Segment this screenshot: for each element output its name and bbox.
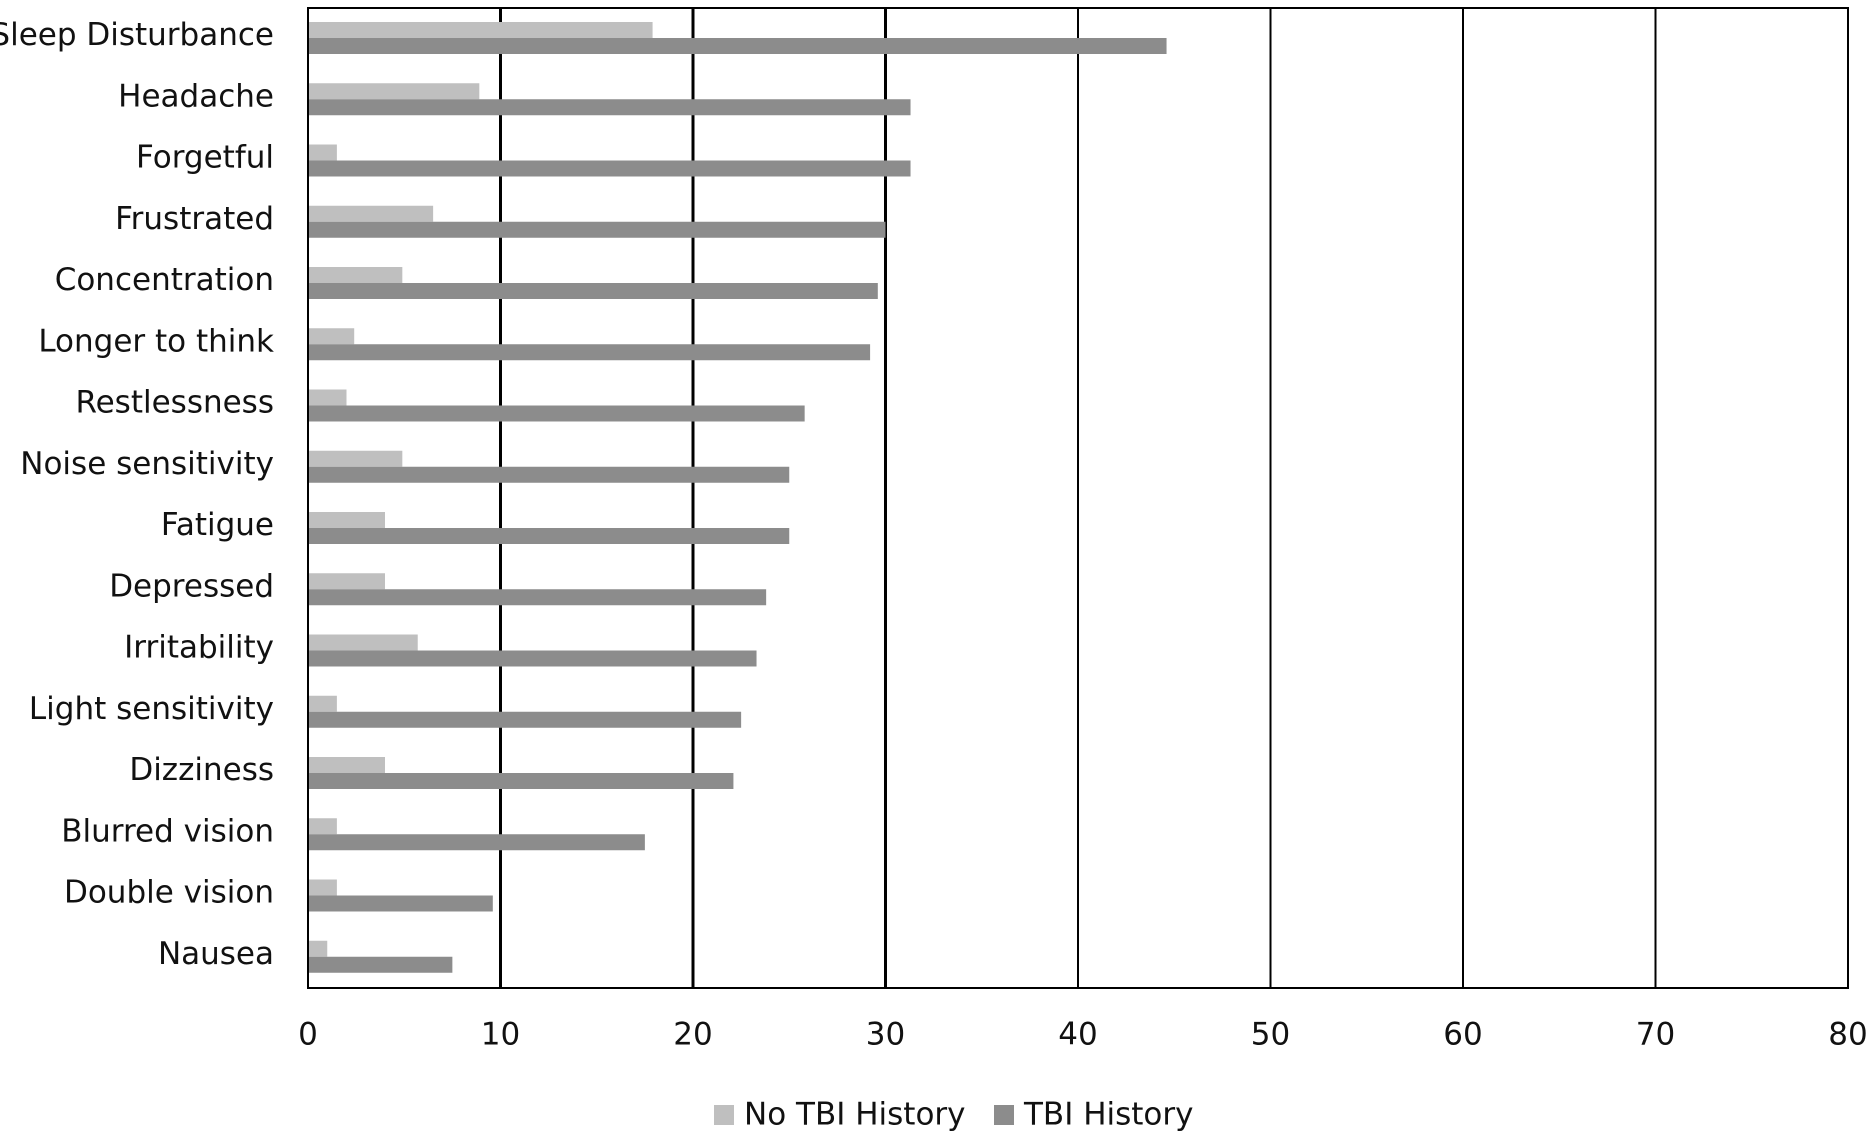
category-label-7: Noise sensitivity [20,446,274,482]
bar-tbi-0 [308,38,1167,54]
x-tick-labels: 0 10 20 30 40 50 60 70 80 [298,1017,1867,1053]
bar-tbi-14 [308,895,493,912]
category-label-8: Fatigue [161,507,274,543]
bar-tbi-7 [308,466,790,483]
bar-no-tbi-2 [308,144,337,161]
bar-tbi-10 [308,650,757,667]
x-tick-label-80: 80 [1828,1017,1867,1053]
category-label-6: Restlessness [75,385,274,421]
bar-no-tbi-7 [308,450,403,467]
bar-no-tbi-6 [308,389,347,406]
bar-no-tbi-13 [308,818,337,835]
plot-frame [307,7,1849,989]
x-tick-label-30: 30 [866,1017,905,1053]
x-tick-label-50: 50 [1251,1017,1290,1053]
category-label-5: Longer to think [38,323,274,359]
bar-no-tbi-14 [308,879,337,896]
category-label-14: Double vision [64,875,274,911]
gridlines [499,8,1657,988]
legend-swatch-tbi [994,1105,1014,1125]
category-labels: Sleep Disturbance Headache Forgetful Frustr… [0,17,274,972]
category-label-2: Forgetful [136,140,274,176]
bar-tbi-12 [308,773,734,789]
bar-tbi-1 [308,99,911,116]
x-tick-label-70: 70 [1636,1017,1675,1053]
category-label-10: Irritability [124,630,274,666]
category-label-15: Nausea [158,936,274,972]
bar-no-tbi-5 [308,328,355,345]
bar-no-tbi-3 [308,205,434,222]
category-label-9: Depressed [109,568,274,604]
bar-tbi-11 [308,711,742,728]
legend-label-tbi: TBI History [1023,1097,1194,1133]
category-label-12: Dizziness [129,752,274,788]
bar-tbi-6 [308,405,805,422]
category-label-13: Blurred vision [61,813,274,849]
bar-tbi-2 [308,160,911,177]
bar-no-tbi-8 [308,512,385,528]
bar-no-tbi-9 [308,573,385,590]
bar-no-tbi-4 [308,267,403,283]
bar-tbi-15 [308,956,453,973]
bar-no-tbi-0 [308,22,653,38]
category-label-11: Light sensitivity [29,691,274,727]
category-label-0: Sleep Disturbance [0,17,274,53]
bar-tbi-3 [308,221,886,238]
bar-no-tbi-12 [308,757,385,773]
x-tick-label-20: 20 [673,1017,712,1053]
x-tick-label-10: 10 [481,1017,520,1053]
bar-tbi-5 [308,344,871,361]
bar-no-tbi-11 [308,695,337,712]
legend-swatch-no-tbi [714,1105,734,1125]
x-tick-label-0: 0 [298,1017,318,1053]
bar-tbi-9 [308,589,767,606]
bars [308,22,1167,973]
bar-no-tbi-10 [308,634,418,651]
x-tick-label-40: 40 [1058,1017,1097,1053]
legend-label-no-tbi: No TBI History [744,1097,966,1133]
bar-tbi-4 [308,283,878,299]
bar-tbi-8 [308,528,790,544]
bar-tbi-13 [308,834,645,851]
category-label-1: Headache [118,78,274,114]
bar-no-tbi-1 [308,83,480,100]
plot-border [307,7,1849,989]
category-label-4: Concentration [55,262,274,298]
category-label-3: Frustrated [115,201,274,237]
bar-no-tbi-15 [308,940,328,957]
legend: No TBI History TBI History [714,1097,1194,1133]
x-tick-label-60: 60 [1443,1017,1482,1053]
